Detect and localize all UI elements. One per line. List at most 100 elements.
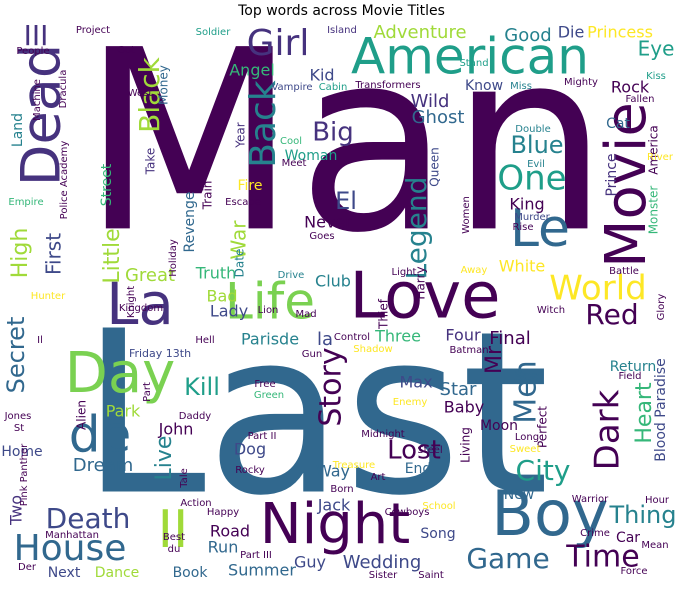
word-der: Der: [18, 562, 37, 573]
word-away: Away: [461, 265, 488, 276]
word-air: Air: [478, 92, 493, 103]
word-final: Final: [489, 328, 530, 349]
word-school: School: [422, 501, 455, 512]
word-truth: Truth: [195, 264, 237, 283]
word-black: Black: [133, 56, 166, 133]
word-la: La: [106, 270, 174, 338]
word-hell: Hell: [195, 335, 214, 346]
word-kingdom: Kingdom: [119, 303, 163, 314]
word-crime: Crime: [580, 528, 610, 539]
word-home: Home: [1, 444, 42, 460]
word-road: Road: [210, 522, 250, 541]
word-perfect: Perfect: [536, 406, 550, 448]
word-meet: Meet: [282, 158, 307, 169]
word-woman: Woman: [285, 148, 338, 164]
word-midnight: Midnight: [361, 429, 405, 440]
word-lion: Lion: [258, 305, 279, 316]
word-machine: Machine: [32, 79, 43, 121]
word-force: Force: [620, 566, 647, 577]
word-book: Book: [173, 565, 209, 581]
word-dark: Dark: [588, 389, 628, 470]
word-year: Year: [234, 122, 248, 148]
word-house: House: [14, 528, 127, 569]
word-lady: Lady: [210, 302, 248, 321]
word-men: Men: [509, 360, 544, 423]
word-goes: Goes: [309, 231, 334, 242]
word-movie: Movie: [594, 102, 659, 268]
word-wild: Wild: [411, 91, 450, 112]
word-steel: Steel: [417, 445, 442, 456]
word-princess: Princess: [587, 23, 653, 42]
word-evil: Evil: [527, 159, 545, 170]
word-heart: Heart: [632, 382, 657, 444]
word-blue: Blue: [510, 131, 563, 159]
word-way: Way: [316, 462, 350, 481]
word-war: War: [227, 220, 251, 260]
word-holiday: Holiday: [168, 239, 179, 277]
word-knight: Knight: [126, 286, 137, 318]
word-man: Man: [81, 0, 608, 287]
word-summer: Summer: [228, 561, 296, 580]
word-american: American: [351, 28, 589, 86]
word-art: Art: [371, 472, 386, 483]
word-prince: Prince: [604, 153, 620, 196]
word-big: Big: [312, 118, 354, 148]
word-live: Live: [152, 436, 177, 481]
word-thing: Thing: [609, 501, 677, 529]
word-harry: Harry: [414, 266, 428, 299]
word-jack: Jack: [317, 496, 351, 515]
word-police-academy: Police Academy: [59, 141, 70, 220]
word-love: Love: [350, 260, 501, 334]
word-high: High: [8, 228, 33, 279]
word-field: Field: [618, 371, 641, 382]
word-control: Control: [334, 332, 370, 343]
word-cat: Cat: [606, 116, 630, 132]
word-fallen: Fallen: [625, 94, 654, 105]
word-friday-13th: Friday 13th: [129, 347, 191, 360]
chart-title: Top words across Movie Titles: [238, 3, 445, 19]
word-max: Max: [399, 373, 432, 392]
word-car: Car: [616, 530, 640, 546]
word-time: Time: [565, 540, 639, 575]
word-moon: Moon: [480, 418, 518, 434]
word-hour: Hour: [645, 495, 670, 506]
word-legend: Legend: [400, 177, 433, 280]
word-part-ii: Part II: [248, 431, 277, 442]
word-king: King: [509, 195, 544, 214]
word-long: Long: [515, 432, 539, 443]
word-adventure: Adventure: [373, 22, 466, 43]
word-one: One: [497, 159, 566, 199]
word-train: Train: [201, 181, 215, 211]
word-four: Four: [445, 326, 481, 345]
word-end: End: [405, 461, 432, 477]
word-hunter: Hunter: [31, 291, 66, 302]
word-kiss: Kiss: [646, 71, 666, 82]
word-el: El: [335, 187, 357, 215]
word-warrior: Warrior: [572, 494, 609, 505]
word-secret: Secret: [2, 317, 30, 394]
word-best: Best: [163, 532, 185, 543]
word-empire: Empire: [8, 197, 43, 208]
word-three: Three: [374, 327, 421, 346]
word-last: Last: [81, 284, 550, 546]
word-sister: Sister: [369, 570, 398, 581]
word-la: la: [317, 329, 333, 350]
word-rise: Rise: [512, 222, 533, 233]
word-mad: Mad: [295, 309, 316, 320]
word-eye: Eye: [638, 37, 675, 61]
word-world: World: [549, 269, 646, 309]
word-city: City: [516, 454, 571, 487]
word-date: Date: [233, 249, 247, 278]
word-club: Club: [315, 272, 351, 291]
word-saint: Saint: [418, 570, 444, 581]
word-shadow: Shadow: [353, 344, 392, 355]
word-stand: Stand: [459, 58, 488, 69]
word-de: de: [69, 406, 132, 464]
word-manhattan: Manhattan: [45, 530, 99, 541]
word-dracula: Dracula: [58, 70, 69, 109]
word-il: Il: [37, 335, 43, 346]
word-escape: Escape: [225, 197, 261, 208]
word-happy: Happy: [207, 507, 239, 518]
word-batman: Batman: [449, 345, 488, 356]
